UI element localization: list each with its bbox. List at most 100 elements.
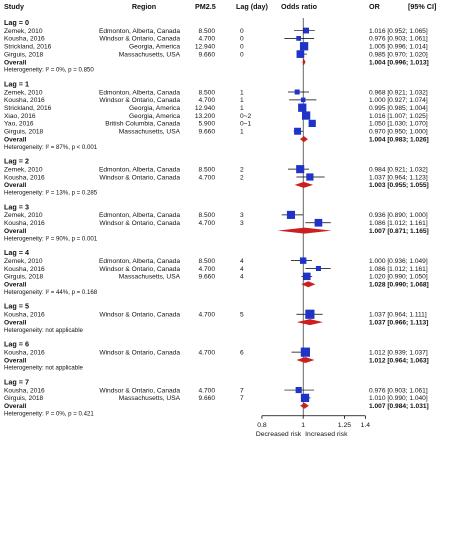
study-lag: 2 bbox=[240, 166, 244, 173]
study-or-ci: 0.968 [0.921; 1.032] bbox=[369, 89, 428, 96]
study-region: Windsor & Ontario, Canada bbox=[99, 36, 180, 43]
study-name: Kousha, 2016 bbox=[4, 349, 45, 356]
overall-diamond bbox=[296, 319, 323, 326]
overall-row: Overall 1.028 [0.990; 1.068] bbox=[4, 281, 429, 289]
study-pm25: 8.500 bbox=[198, 258, 215, 265]
study-estimate-box bbox=[296, 50, 305, 58]
x-tick-label: 1 bbox=[301, 422, 305, 429]
study-or-ci: 0.936 [0.890; 1.000] bbox=[369, 212, 428, 219]
overall-label: Overall bbox=[4, 282, 27, 289]
study-region: Massachusetts, USA bbox=[119, 51, 181, 58]
study-estimate-box bbox=[300, 347, 310, 357]
study-lag: 0 bbox=[240, 51, 244, 58]
study-pm25: 4.700 bbox=[198, 97, 215, 104]
table-row: Girguis, 2018 Massachusetts, USA 9.660 0 0.9… bbox=[4, 50, 428, 58]
study-region: Edmonton, Alberta, Canada bbox=[99, 166, 180, 173]
study-estimate-box bbox=[294, 127, 302, 135]
study-estimate-box bbox=[301, 111, 311, 120]
study-or-ci: 0.984 [0.921; 1.032] bbox=[369, 166, 428, 173]
study-estimate-box bbox=[294, 89, 300, 95]
study-lag: 4 bbox=[240, 274, 244, 281]
overall-diamond bbox=[300, 136, 308, 143]
overall-row: Overall 1.012 [0.964; 1.063] bbox=[4, 357, 429, 364]
overall-diamond bbox=[296, 357, 315, 363]
study-or-ci: 0.985 [0.970; 1.020] bbox=[369, 51, 428, 58]
study-pm25: 9.660 bbox=[198, 51, 215, 58]
table-row: Zemek, 2010 Edmonton, Alberta, Canada 8.50… bbox=[4, 165, 428, 173]
study-estimate-box bbox=[305, 309, 315, 319]
study-estimate-box bbox=[296, 165, 305, 174]
study-estimate-box bbox=[299, 42, 309, 51]
overall-row: Overall 1.007 [0.984; 1.031] bbox=[4, 402, 429, 410]
lag-group-title: Lag = 0 bbox=[4, 18, 29, 27]
x-tick-label: 1.25 bbox=[338, 422, 351, 429]
study-name: Zemek, 2010 bbox=[4, 28, 43, 35]
study-region: Georgia, America bbox=[129, 44, 180, 51]
heterogeneity-text: Heterogeneity: I² = 44%, p = 0.168 bbox=[4, 289, 98, 296]
header-region: Region bbox=[132, 2, 156, 11]
column-headers: Study Region PM2.5 Lag (day) Odds ratio … bbox=[4, 2, 436, 11]
overall-or-ci: 1.007 [0.871; 1.165] bbox=[369, 228, 429, 235]
study-pm25: 8.500 bbox=[198, 212, 215, 219]
lag-group-title: Lag = 3 bbox=[4, 202, 29, 211]
study-name: Strickland, 2016 bbox=[4, 105, 52, 112]
study-name: Kousha, 2016 bbox=[4, 387, 45, 394]
study-pm25: 4.700 bbox=[198, 312, 215, 319]
study-or-ci: 1.005 [0.996; 1.014] bbox=[369, 44, 428, 51]
heterogeneity-text: Heterogeneity: I² = 0%, p = 0.850 bbox=[4, 67, 94, 74]
table-row: Zemek, 2010 Edmonton, Alberta, Canada 8.50… bbox=[4, 210, 428, 219]
overall-diamond bbox=[300, 402, 309, 409]
table-row: Zemek, 2010 Edmonton, Alberta, Canada 8.50… bbox=[4, 89, 428, 96]
study-lag: 3 bbox=[240, 212, 244, 219]
study-region: Windsor & Ontario, Canada bbox=[99, 97, 180, 104]
overall-row: Overall 1.037 [0.966; 1.113] bbox=[4, 319, 428, 326]
table-row: Girguis, 2018 Massachusetts, USA 9.660 4 1.0… bbox=[4, 272, 428, 281]
study-pm25: 4.700 bbox=[198, 36, 215, 43]
study-lag: 1 bbox=[240, 129, 244, 136]
x-tick-label: 0.8 bbox=[257, 422, 267, 429]
study-name: Kousha, 2016 bbox=[4, 97, 45, 104]
study-or-ci: 0.976 [0.903; 1.061] bbox=[369, 36, 428, 43]
x-axis: 0.8 1 1.25 1.4 Decreased risk Increased ris… bbox=[256, 415, 370, 438]
table-row: Kousha, 2016 Windsor & Ontario, Canada 4.7… bbox=[4, 309, 427, 319]
study-name: Girguis, 2018 bbox=[4, 51, 44, 58]
study-pm25: 12.940 bbox=[195, 105, 216, 112]
study-name: Girguis, 2018 bbox=[4, 395, 44, 402]
study-name: Kousha, 2016 bbox=[4, 312, 45, 319]
study-or-ci: 0.970 [0.950; 1.000] bbox=[369, 129, 428, 136]
heterogeneity-text: Heterogeneity: I² = 87%, p < 0.001 bbox=[4, 144, 98, 151]
study-estimate-box bbox=[300, 393, 310, 403]
study-estimate-box bbox=[286, 210, 295, 219]
overall-or-ci: 1.004 [0.983; 1.026] bbox=[369, 136, 429, 143]
overall-label: Overall bbox=[4, 182, 27, 189]
table-row: Kousha, 2016 Windsor & Ontario, Canada 4.7… bbox=[4, 97, 428, 104]
study-estimate-box bbox=[296, 36, 302, 41]
study-name: Xiao, 2016 bbox=[4, 113, 36, 120]
study-name: Kousha, 2016 bbox=[4, 220, 45, 227]
header-pm25: PM2.5 bbox=[195, 2, 216, 11]
study-lag: 1 bbox=[240, 97, 244, 104]
study-estimate-box bbox=[308, 119, 316, 128]
study-estimate-box bbox=[303, 272, 311, 281]
table-row: Strickland, 2016 Georgia, America 12.940 0 1… bbox=[4, 42, 428, 51]
study-region: Windsor & Ontario, Canada bbox=[99, 220, 180, 227]
overall-or-ci: 1.037 [0.966; 1.113] bbox=[369, 319, 428, 326]
study-pm25: 13.200 bbox=[195, 113, 216, 120]
study-region: Edmonton, Alberta, Canada bbox=[99, 212, 180, 219]
study-estimate-box bbox=[300, 97, 306, 103]
lag-group-title: Lag = 4 bbox=[4, 248, 29, 257]
table-row: Zemek, 2010 Edmonton, Alberta, Canada 8.50… bbox=[4, 257, 428, 265]
study-region: Georgia, America bbox=[129, 113, 180, 120]
overall-row: Overall 1.004 [0.983; 1.026] bbox=[4, 136, 429, 143]
study-name: Kousha, 2016 bbox=[4, 266, 45, 273]
study-lag: 4 bbox=[240, 258, 244, 265]
heterogeneity-text: Heterogeneity: I² = 90%, p = 0.001 bbox=[4, 235, 98, 242]
study-name: Zemek, 2010 bbox=[4, 89, 43, 96]
study-pm25: 4.700 bbox=[198, 349, 215, 356]
study-or-ci: 1.086 [1.012; 1.161] bbox=[369, 266, 428, 273]
study-region: Massachusetts, USA bbox=[119, 274, 181, 281]
